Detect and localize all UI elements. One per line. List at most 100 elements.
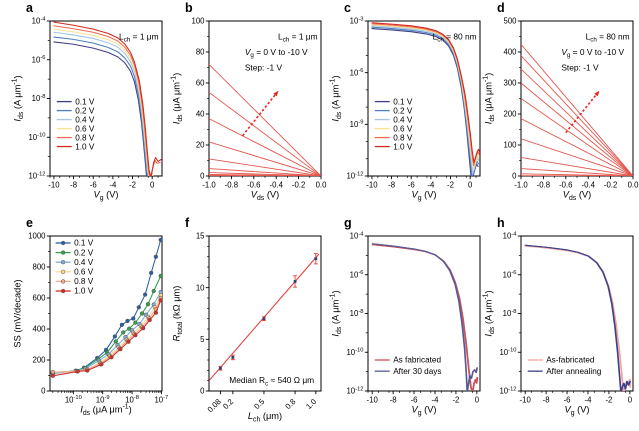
x-axis-label: Ids (μA μm-1)	[80, 404, 132, 417]
legend-marker	[60, 288, 66, 294]
y-tick-label: 10-6	[350, 270, 364, 279]
panel-d: d -1.0 -0.8 -0.6 -0.4 -0.2 0.0 0 100 200 300 400 500…	[481, 0, 639, 215]
y-tick-label: 10-10	[28, 133, 45, 142]
chart-a: -10 -8 -6 -4 -2 0 10-4 10-6 10-8 10-10 10-12 Vg (V)…	[12, 16, 163, 202]
x-tick-label: -8	[388, 181, 395, 190]
data-point-marker	[131, 316, 136, 321]
data-point-marker	[50, 369, 55, 375]
legend-marker	[60, 240, 66, 246]
data-series	[53, 36, 153, 176]
x-tick-label: -6	[408, 181, 415, 190]
annotation: Median Rc ≈ 540 Ω μm	[229, 375, 314, 387]
x-tick-label: -8	[390, 396, 397, 405]
data-point-marker	[113, 339, 118, 344]
trend-arrow-head	[594, 90, 600, 97]
y-tick-label: 10-6	[350, 68, 364, 77]
data-point-marker	[293, 280, 297, 283]
plot-frame	[208, 20, 322, 177]
data-point-marker	[151, 288, 156, 294]
x-tick-label: 0.2	[221, 397, 235, 411]
y-tick-label: 0	[41, 387, 46, 396]
legend-label: 0.1 V	[75, 97, 95, 106]
x-tick-label: -1.0	[202, 181, 216, 190]
data-point-marker	[314, 257, 318, 261]
y-tick-label: 10-3	[350, 16, 364, 25]
y-axis-label: Ids (μA μm-1)	[483, 73, 496, 125]
series-group	[521, 43, 633, 176]
x-tick-label: -4	[109, 181, 117, 190]
panel-c: c -10 -8 -6 -4 -2 0 10-3 10-6 10-9 10-12 Vg (V) Ids …	[328, 0, 486, 215]
data-point-marker	[133, 333, 138, 338]
y-axis-label: Rtotal (kΩ μm)	[172, 286, 184, 342]
panel-letter-a: a	[26, 1, 33, 15]
y-tick-label: 200	[503, 110, 517, 119]
y-tick-label: 10-4	[350, 231, 365, 240]
panel-a: a -10 -8 -6 -4 -2 0 10-4 10-6 10-8 10-10 10-12 Vg (V…	[10, 0, 168, 215]
data-point-marker	[126, 339, 131, 344]
y-tick-label: 10-6	[503, 270, 517, 279]
legend-label: After annealing	[546, 367, 602, 376]
legend-label: 0.6 V	[74, 268, 94, 277]
plot-frame	[208, 235, 322, 392]
legend-label: As fabricated	[393, 356, 441, 365]
y-tick-label: 10-12	[499, 386, 516, 395]
y-tick-label: 400	[503, 48, 517, 57]
y-tick-label: 200	[32, 356, 46, 365]
y-tick-label: 10-12	[28, 171, 45, 180]
legend-label: 0.8 V	[393, 133, 413, 142]
data-series	[53, 21, 162, 176]
y-tick-label: 1000	[28, 232, 46, 241]
y-tick-label: 100	[191, 17, 205, 26]
data-point-marker	[50, 373, 55, 378]
chart-e: 10-10 10-9 10-8 10-7 0 200 400 600 800 1000 Ids (μ…	[13, 232, 169, 417]
series-group	[371, 243, 479, 391]
x-tick-label: 10-9	[96, 395, 110, 404]
chart-c: -10 -8 -6 -4 -2 0 10-3 10-6 10-9 10-12 Vg (V) Ids (…	[330, 16, 481, 202]
plot-frame	[367, 20, 481, 177]
y-tick-label: 10-4	[32, 16, 47, 25]
x-tick-label: -4	[432, 396, 440, 405]
data-series	[371, 28, 479, 176]
data-point-marker	[136, 305, 141, 310]
data-point-marker	[158, 298, 162, 303]
legend-label: 1.0 V	[75, 142, 95, 151]
panel-letter-b: b	[185, 1, 193, 15]
legend-label: 1.0 V	[393, 142, 413, 151]
y-axis-label: Ids (μA μm-1)	[171, 73, 184, 125]
data-point-marker	[231, 356, 235, 359]
annotation: Step: -1 V	[561, 63, 599, 73]
panel-note: Lch = 80 nm	[433, 32, 477, 44]
data-series	[52, 239, 162, 374]
x-tick-label: -6	[564, 396, 571, 405]
series-group	[209, 253, 320, 382]
annotation: Vg = 0 V to -10 V	[245, 47, 308, 59]
x-tick-label: -10	[520, 396, 532, 405]
panel-g: g -10 -8 -6 -4 -2 0 10-4 10-6 10-8 10-10 10-12 Vg (V…	[328, 215, 486, 430]
y-tick-label: 500	[503, 17, 517, 26]
x-tick-label: 0.0	[628, 181, 639, 190]
x-tick-label: -4	[427, 181, 435, 190]
x-tick-label: -10	[366, 181, 378, 190]
series-group	[209, 64, 321, 176]
data-series	[52, 299, 162, 377]
x-tick-label: -1.0	[514, 181, 528, 190]
y-tick-label: 10-9	[350, 120, 364, 129]
data-point-marker	[153, 254, 159, 259]
legend-label: 0.6 V	[393, 124, 413, 133]
x-tick-label: -0.4	[581, 181, 595, 190]
legend-label: After 30 days	[393, 367, 441, 376]
legend-label: 0.2 V	[75, 106, 95, 115]
x-tick-label: -2	[452, 396, 459, 405]
y-tick-label: 0	[512, 172, 517, 181]
x-tick-label: -0.4	[269, 181, 283, 190]
x-tick-label: 0	[628, 396, 633, 405]
data-point-marker	[125, 318, 130, 324]
y-tick-label: 10-8	[32, 94, 46, 103]
legend-label: 0.4 V	[393, 115, 413, 124]
data-point-marker	[119, 322, 125, 327]
x-tick-label: 0	[475, 396, 480, 405]
y-tick-label: 10	[196, 283, 205, 292]
y-tick-label: 10-8	[350, 309, 364, 318]
y-axis-label: Ids (A μm-1)	[330, 290, 343, 336]
legend-label: 0.6 V	[75, 124, 95, 133]
